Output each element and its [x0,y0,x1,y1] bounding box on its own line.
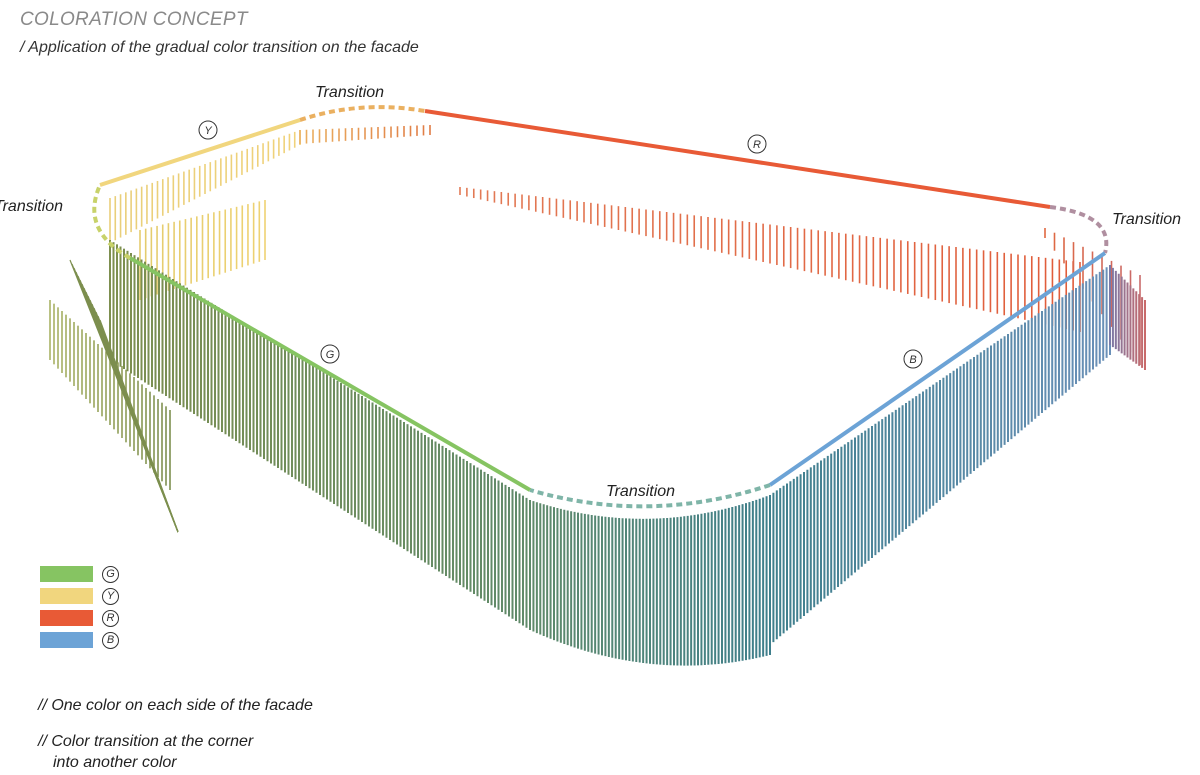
legend-swatch-g [40,566,93,582]
legend-item-g: G [40,563,119,585]
edge-transition-left [92,184,131,260]
badge-g-text: G [326,349,335,361]
legend-swatch-r [40,610,93,626]
edge-blue [768,251,1107,487]
edge-transition-bottom [529,483,771,509]
label-transition-top: Transition [315,84,384,101]
facade-fins [49,125,1146,666]
edge-transition-right [1049,205,1109,254]
badge-b: B [903,349,923,369]
legend-key-g: G [102,565,119,583]
legend-key-y: Y [102,587,119,605]
roof-edges [92,105,1109,509]
badge-r: R [747,134,767,154]
badge-b-text: B [909,354,916,366]
label-transition-right: Transition [1112,211,1181,228]
edge-green [128,256,532,492]
diagram-title: COLORATION CONCEPT [20,9,248,30]
facade-fin [99,319,179,533]
color-legend: G Y R B [40,563,119,651]
badge-y-text: Y [204,125,212,137]
legend-item-r: R [40,607,119,629]
note-transition-line1: // Color transition at the corner [38,733,254,750]
legend-key-b: B [102,631,119,649]
edge-red [424,109,1051,209]
edge-transition-top [299,105,426,122]
legend-item-b: B [40,629,119,651]
badge-g: G [320,344,340,364]
legend-swatch-y [40,588,93,604]
legend-key-r: R [102,609,119,627]
note-transition: // Color transition at the corner into a… [38,731,253,773]
legend-item-y: Y [40,585,119,607]
badge-r-text: R [753,139,761,151]
label-transition-bottom: Transition [606,483,675,500]
legend-swatch-b [40,632,93,648]
badge-y: Y [198,120,218,140]
edge-yellow [99,118,301,187]
diagram-subtitle: / Application of the gradual color trans… [20,39,419,56]
note-transition-line2: into another color [53,754,177,771]
note-one-color: // One color on each side of the facade [38,697,313,714]
label-transition-left: Transition [0,198,63,215]
